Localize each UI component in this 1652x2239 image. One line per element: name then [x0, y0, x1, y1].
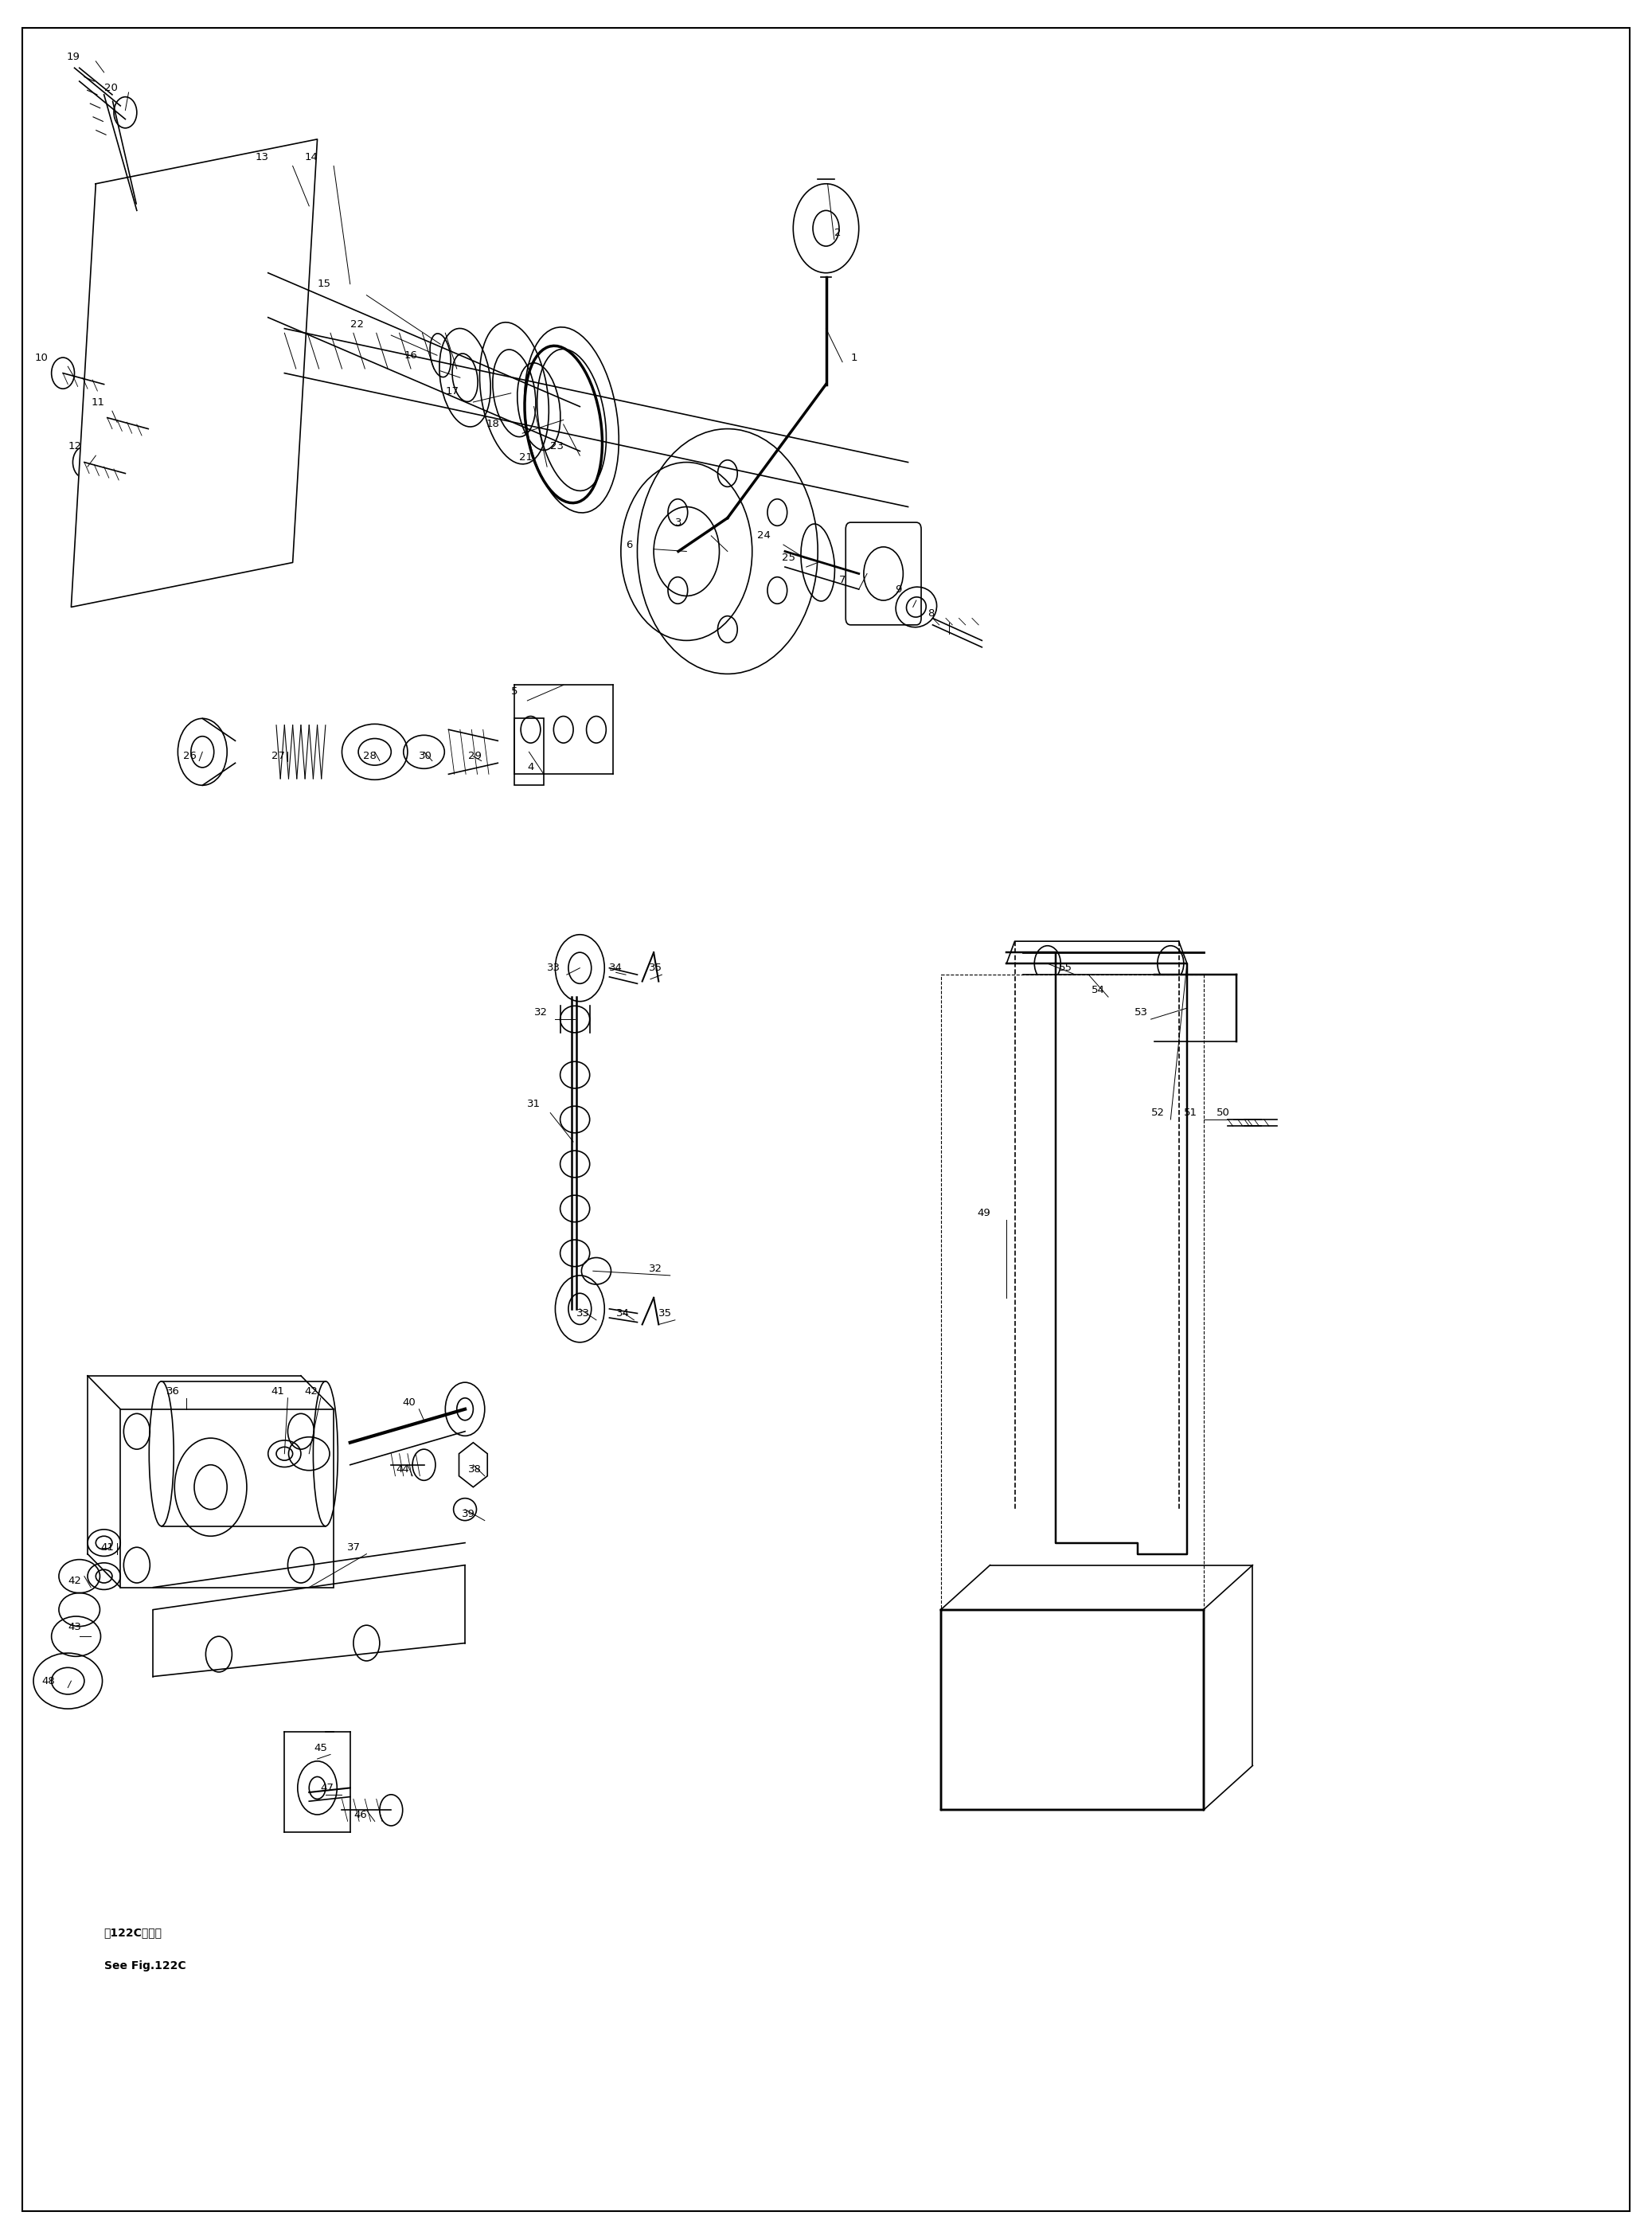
Text: 43: 43 — [68, 1623, 81, 1632]
Text: 12: 12 — [68, 441, 81, 452]
Text: 21: 21 — [519, 452, 532, 463]
Text: 32: 32 — [649, 1263, 662, 1274]
Polygon shape — [942, 974, 1203, 1610]
Text: 8: 8 — [928, 609, 935, 618]
Text: 55: 55 — [1059, 963, 1072, 974]
Text: 9: 9 — [895, 584, 902, 593]
Text: 53: 53 — [1135, 1008, 1148, 1019]
Text: 51: 51 — [1184, 1108, 1198, 1117]
Text: 31: 31 — [527, 1099, 540, 1108]
Text: 4: 4 — [527, 761, 534, 772]
Text: 50: 50 — [1216, 1108, 1231, 1117]
Text: 30: 30 — [420, 750, 433, 761]
Text: 44: 44 — [396, 1464, 410, 1476]
Text: 14: 14 — [304, 152, 317, 161]
Text: 42: 42 — [68, 1576, 81, 1585]
Text: 5: 5 — [510, 687, 517, 696]
Text: 第122C图参照: 第122C图参照 — [104, 1928, 162, 1939]
Text: 3: 3 — [676, 517, 682, 528]
Text: 25: 25 — [781, 553, 795, 564]
Text: 39: 39 — [461, 1509, 476, 1518]
Text: 37: 37 — [347, 1543, 360, 1552]
Text: 34: 34 — [616, 1308, 629, 1319]
Text: 13: 13 — [254, 152, 269, 161]
Text: 34: 34 — [610, 963, 623, 974]
Text: 20: 20 — [104, 83, 117, 94]
Text: 49: 49 — [976, 1207, 990, 1218]
Text: 7: 7 — [839, 575, 846, 587]
Bar — [514, 719, 544, 786]
Text: 41: 41 — [271, 1386, 284, 1397]
Text: 48: 48 — [41, 1675, 55, 1686]
Text: 35: 35 — [659, 1308, 672, 1319]
Text: 19: 19 — [66, 51, 79, 63]
Polygon shape — [942, 1610, 1203, 1809]
Circle shape — [813, 210, 839, 246]
Text: 17: 17 — [446, 385, 459, 396]
Text: 45: 45 — [314, 1742, 327, 1753]
Text: 6: 6 — [626, 540, 633, 551]
Text: 11: 11 — [91, 396, 104, 407]
Text: See Fig.122C: See Fig.122C — [104, 1961, 185, 1973]
Text: 23: 23 — [550, 441, 563, 452]
Text: 41: 41 — [101, 1543, 114, 1552]
Text: 27: 27 — [271, 750, 284, 761]
Text: 46: 46 — [354, 1809, 367, 1820]
Text: 2: 2 — [834, 228, 841, 237]
Text: 22: 22 — [350, 318, 363, 329]
Text: 10: 10 — [35, 352, 48, 363]
Text: 18: 18 — [486, 419, 501, 430]
Text: 29: 29 — [468, 750, 482, 761]
Text: 16: 16 — [405, 349, 418, 360]
Text: 26: 26 — [183, 750, 197, 761]
Text: 40: 40 — [403, 1397, 416, 1408]
Text: 38: 38 — [468, 1464, 482, 1476]
Text: 1: 1 — [851, 352, 857, 363]
Text: 47: 47 — [320, 1782, 334, 1793]
Polygon shape — [71, 139, 317, 607]
Text: 32: 32 — [534, 1008, 547, 1019]
Text: 54: 54 — [1092, 985, 1105, 996]
Text: 28: 28 — [363, 750, 377, 761]
Text: 15: 15 — [317, 280, 330, 289]
Text: 35: 35 — [649, 963, 662, 974]
Text: 33: 33 — [547, 963, 560, 974]
Text: 33: 33 — [577, 1308, 590, 1319]
Bar — [121, 1408, 334, 1587]
Text: 42: 42 — [304, 1386, 317, 1397]
Text: 24: 24 — [757, 531, 770, 542]
Text: 36: 36 — [167, 1386, 180, 1397]
Text: 52: 52 — [1151, 1108, 1165, 1117]
